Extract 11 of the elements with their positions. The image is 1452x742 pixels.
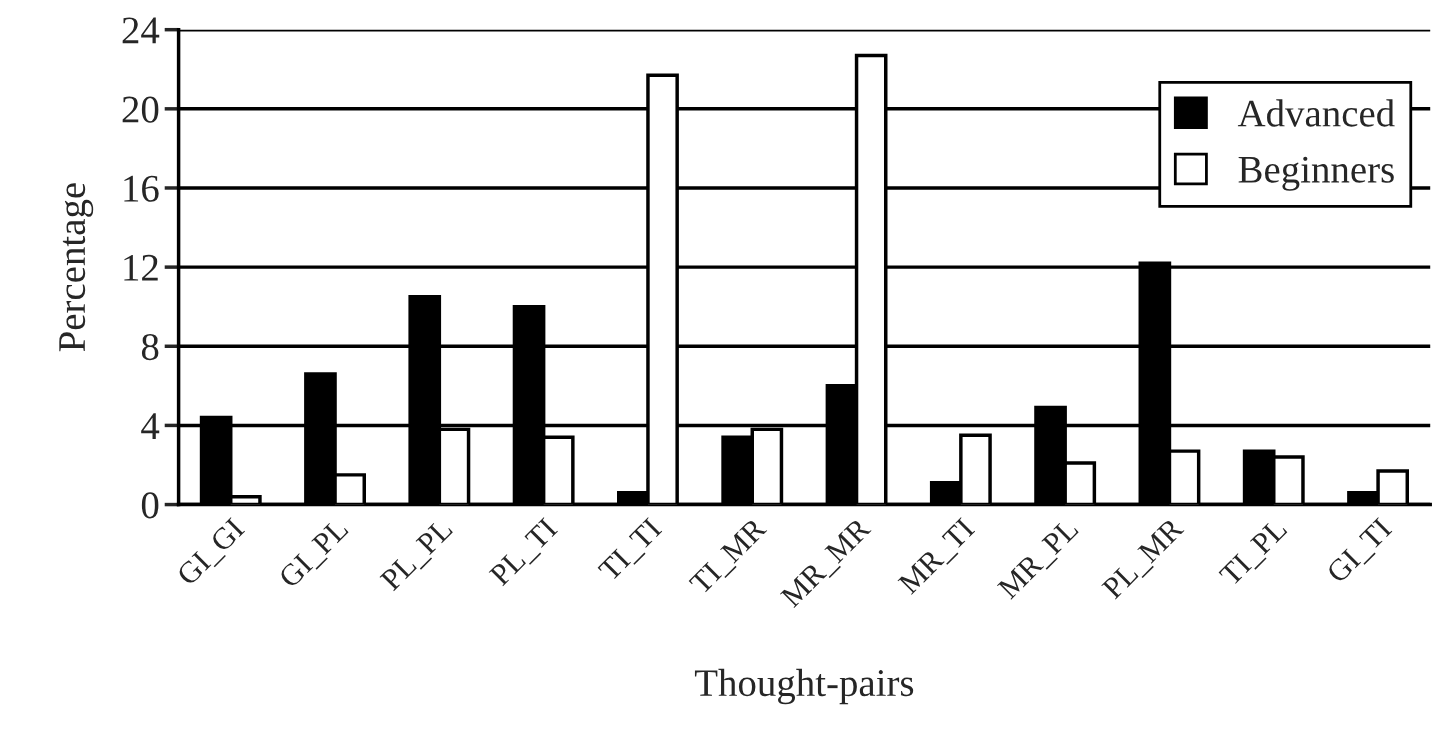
y-axis-title: Percentage [59, 183, 94, 352]
y-tick-label: 0 [141, 492, 159, 519]
y-tick-label: 4 [141, 413, 160, 439]
legend-label: Advanced [1237, 99, 1395, 127]
y-tick-label: 12 [124, 254, 158, 281]
x-axis-title: Thought-pairs [694, 668, 914, 705]
y-tick-label: 20 [122, 96, 159, 123]
legend-label: Beginners [1238, 156, 1394, 191]
y-tick-label: 24 [122, 17, 160, 44]
y-tick-label: 16 [124, 175, 159, 202]
y-tick-label: 8 [141, 333, 159, 361]
